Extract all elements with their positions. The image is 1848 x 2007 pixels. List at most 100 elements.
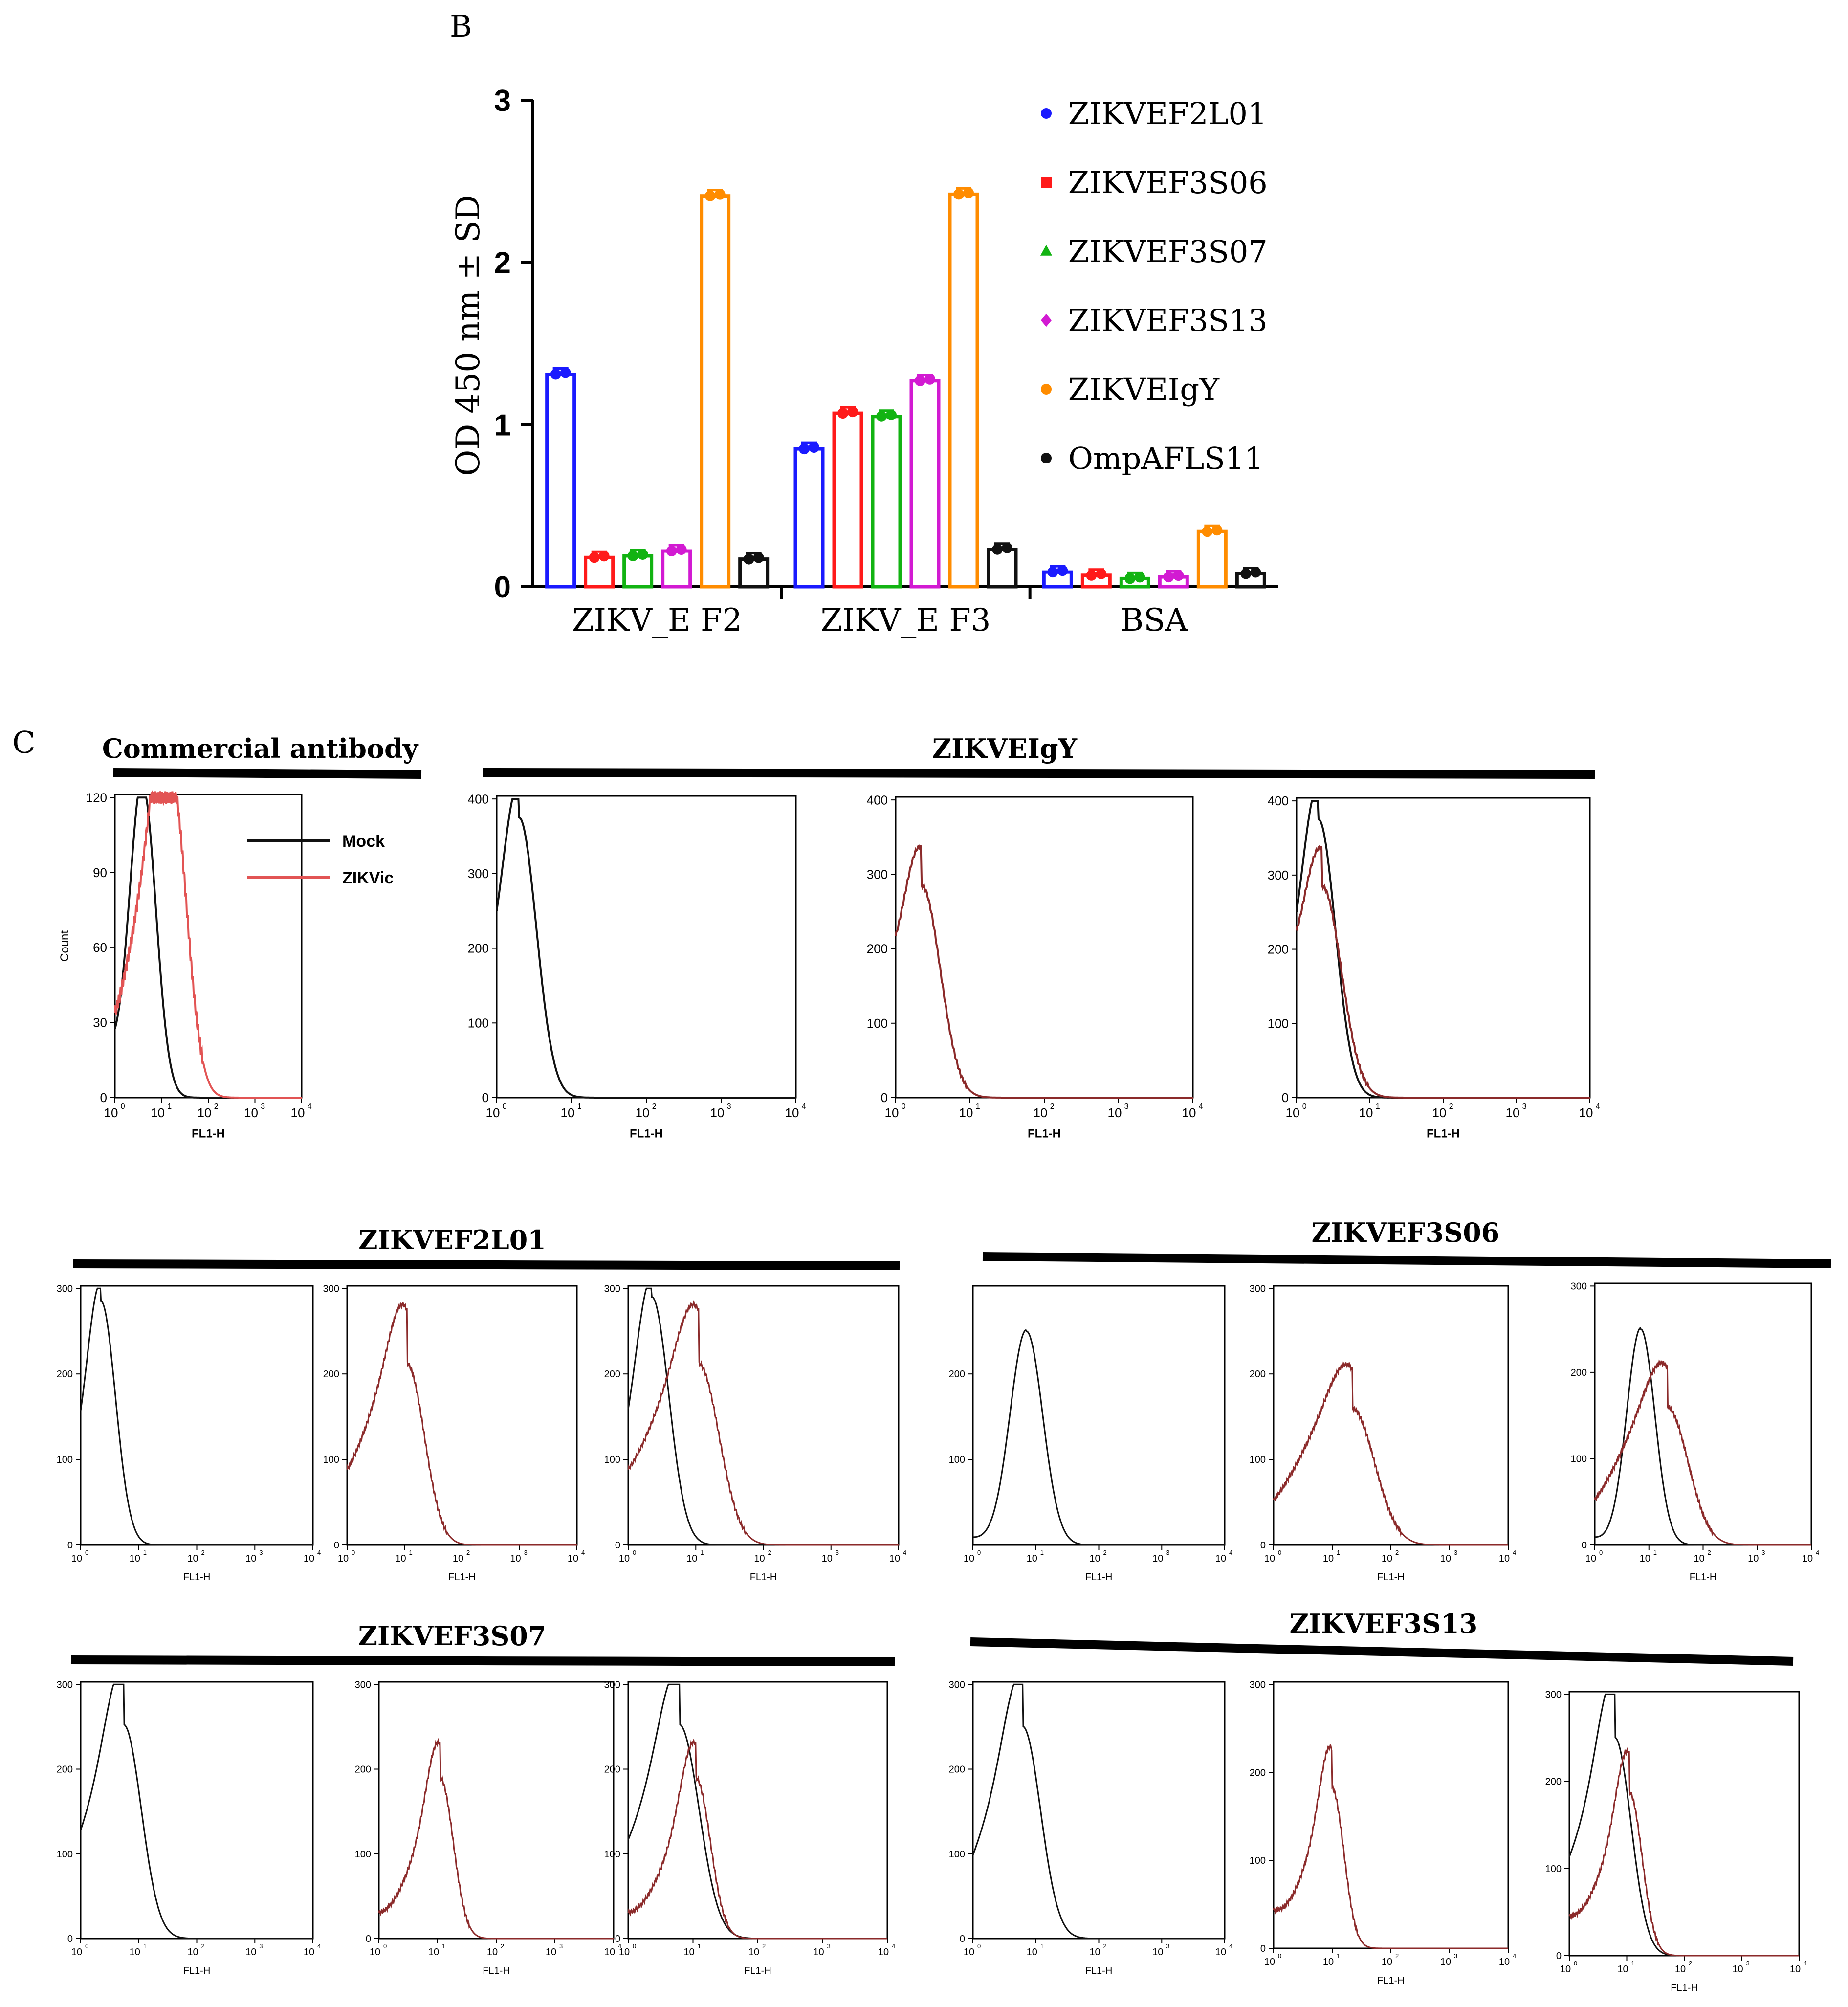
histogram-curve-mock bbox=[627, 1287, 899, 1546]
x-tick-label: 10 bbox=[370, 1947, 380, 1958]
x-tick-exponent: 0 bbox=[503, 1103, 507, 1111]
histogram-curve-mock bbox=[627, 1683, 887, 1940]
histogram-curve-zikv bbox=[1568, 1746, 1799, 1957]
x-tick-label: 10 bbox=[1182, 1105, 1196, 1120]
x-tick-exponent: 4 bbox=[1513, 1952, 1516, 1960]
x-tick-label: 10 bbox=[244, 1105, 258, 1120]
y-tick-label: 100 bbox=[1545, 1864, 1562, 1875]
x-tick-exponent: 1 bbox=[1040, 1942, 1044, 1950]
flow-group: ZIKVEF3S130100200300100101102103104FL1-H… bbox=[949, 1608, 1807, 1993]
x-axis-label: FL1-H bbox=[1671, 1983, 1698, 1993]
x-tick-label: 10 bbox=[291, 1105, 305, 1120]
x-axis-label: FL1-H bbox=[630, 1127, 663, 1141]
data-point bbox=[1173, 570, 1184, 581]
x-tick-exponent: 2 bbox=[214, 1103, 219, 1111]
data-point bbox=[953, 189, 964, 200]
data-point bbox=[809, 442, 819, 453]
x-tick-exponent: 3 bbox=[1454, 1952, 1457, 1960]
x-tick-label: 10 bbox=[686, 1553, 697, 1564]
y-tick-label: 100 bbox=[323, 1455, 339, 1465]
x-tick-exponent: 1 bbox=[167, 1103, 172, 1111]
flow-group: ZIKVEF3S070100200300100101102103104FL1-H… bbox=[57, 1620, 896, 1976]
histogram-curve-zikv bbox=[378, 1738, 614, 1940]
histogram-curve-zikv bbox=[627, 1300, 899, 1546]
histogram-curve-mock bbox=[114, 796, 302, 1099]
data-point bbox=[1163, 572, 1174, 583]
data-point bbox=[799, 443, 810, 455]
x-axis-label: FL1-H bbox=[1690, 1572, 1717, 1583]
data-point bbox=[963, 187, 974, 198]
bar-chart-ylabel: OD 450 nm ± SD bbox=[449, 195, 487, 476]
x-tick-label: 10 bbox=[710, 1105, 725, 1120]
group-bar bbox=[113, 768, 422, 779]
data-point bbox=[627, 550, 638, 561]
bar bbox=[909, 379, 941, 589]
data-point bbox=[847, 406, 858, 418]
x-axis-label: FL1-H bbox=[750, 1572, 777, 1583]
x-tick-exponent: 0 bbox=[352, 1549, 355, 1556]
x-tick-exponent: 3 bbox=[1746, 1960, 1750, 1967]
y-tick-label: 90 bbox=[93, 865, 107, 880]
x-tick-label: 10 bbox=[1264, 1553, 1275, 1564]
plot-frame bbox=[972, 1681, 1226, 1940]
x-tick-label: 10 bbox=[813, 1947, 824, 1958]
x-tick-exponent: 0 bbox=[1302, 1103, 1307, 1111]
x-tick-exponent: 1 bbox=[577, 1103, 582, 1111]
y-tick-label: 200 bbox=[1268, 942, 1289, 957]
flow-legend: Mock ZIKVic bbox=[247, 832, 394, 887]
x-tick-label: 10 bbox=[104, 1105, 118, 1120]
x-tick-exponent: 3 bbox=[259, 1549, 263, 1556]
x-tick-exponent: 0 bbox=[633, 1549, 636, 1556]
x-tick-label: 10 bbox=[130, 1947, 140, 1958]
x-tick-exponent: 0 bbox=[85, 1549, 88, 1556]
x-tick-exponent: 2 bbox=[1050, 1103, 1055, 1111]
plot-frame bbox=[627, 1285, 900, 1546]
y-tick-label: 200 bbox=[355, 1764, 371, 1775]
bar bbox=[1196, 529, 1228, 589]
legend-label: OmpAFLS11 bbox=[1068, 441, 1264, 476]
x-tick-label: 10 bbox=[1560, 1964, 1571, 1975]
x-tick-exponent: 4 bbox=[317, 1549, 321, 1556]
x-tick-exponent: 1 bbox=[1337, 1952, 1340, 1960]
bar bbox=[871, 415, 902, 589]
x-tick-exponent: 3 bbox=[1166, 1549, 1169, 1556]
group-bar bbox=[970, 1637, 1794, 1666]
x-tick-label: 10 bbox=[754, 1553, 765, 1564]
data-point bbox=[915, 375, 925, 386]
x-tick-label: 10 bbox=[1585, 1553, 1596, 1564]
x-tick-exponent: 3 bbox=[524, 1549, 528, 1556]
x-tick-exponent: 2 bbox=[1103, 1549, 1107, 1556]
x-tick-exponent: 3 bbox=[1166, 1942, 1169, 1950]
x-tick-exponent: 4 bbox=[892, 1942, 895, 1950]
y-tick-label: 200 bbox=[1250, 1369, 1266, 1380]
histogram-curve-zikv bbox=[1296, 845, 1590, 1099]
y-tick-label: 0 bbox=[494, 571, 511, 604]
bar bbox=[793, 447, 825, 589]
legend-marker bbox=[1041, 177, 1052, 188]
flow-group: ZIKVEF2L010100200300100101102103104FL1-H… bbox=[57, 1224, 907, 1583]
x-tick-label: 10 bbox=[1694, 1553, 1704, 1564]
x-tick-exponent: 0 bbox=[1599, 1549, 1603, 1556]
x-axis-label: FL1-H bbox=[192, 1127, 225, 1141]
x-tick-exponent: 0 bbox=[977, 1549, 981, 1556]
histogram-curve-zikv bbox=[895, 844, 1193, 1099]
histogram-curve-mock bbox=[1296, 800, 1590, 1099]
y-tick-label: 100 bbox=[604, 1455, 620, 1465]
x-tick-label: 10 bbox=[486, 1105, 500, 1120]
x-tick-exponent: 4 bbox=[308, 1103, 312, 1111]
y-tick-label: 0 bbox=[100, 1090, 107, 1105]
y-tick-label: 100 bbox=[867, 1016, 888, 1031]
x-tick-label: 10 bbox=[1152, 1947, 1163, 1958]
x-tick-label: ZIKV_E F3 bbox=[821, 602, 991, 639]
x-tick-exponent: 1 bbox=[1376, 1103, 1380, 1111]
x-tick-exponent: 3 bbox=[1454, 1549, 1457, 1556]
y-tick-label: 0 bbox=[960, 1934, 965, 1944]
legend-marker bbox=[1041, 384, 1052, 395]
x-tick-label: 10 bbox=[1382, 1957, 1392, 1967]
x-tick-label: 10 bbox=[1264, 1957, 1275, 1967]
